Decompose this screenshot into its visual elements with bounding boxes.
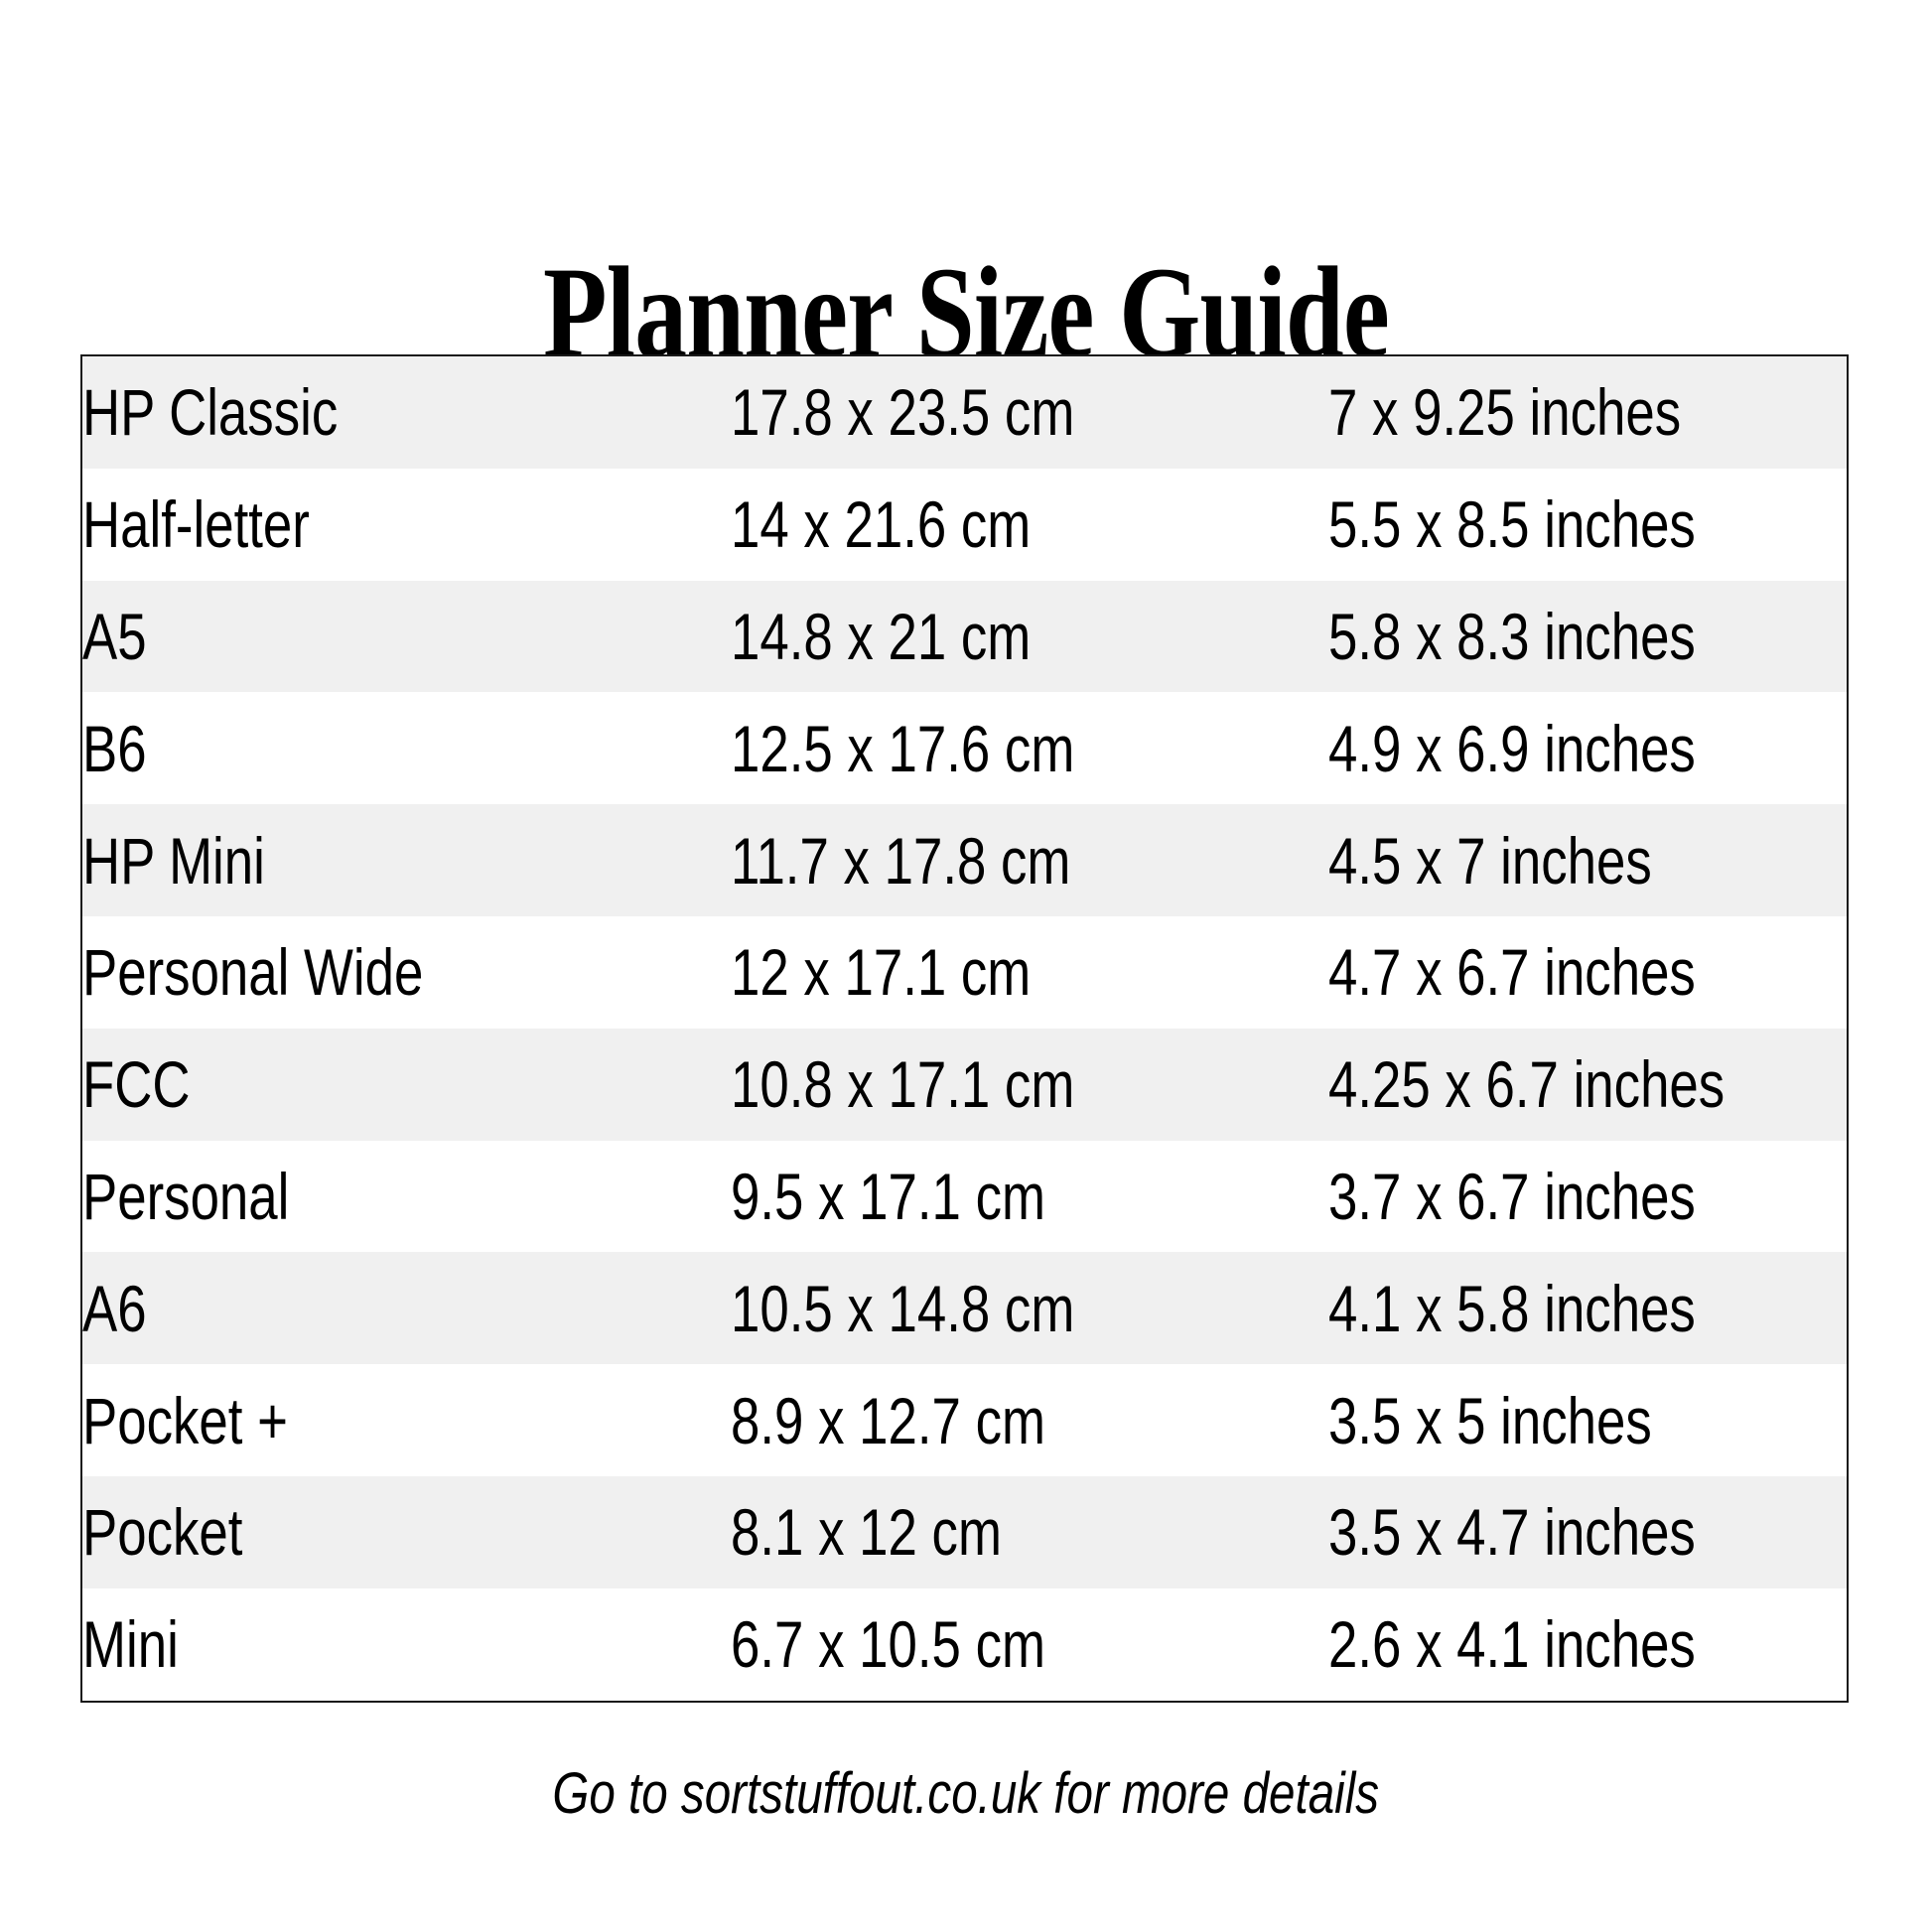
cell-size-name-text: A6 (82, 1271, 147, 1345)
cell-centimetres-text: 11.7 x 17.8 cm (730, 823, 1070, 897)
cell-centimetres: 12 x 17.1 cm (724, 915, 1326, 1029)
cell-size-name-text: A5 (82, 599, 147, 673)
cell-centimetres: 12.5 x 17.6 cm (724, 692, 1326, 805)
cell-inches: 2.6 x 4.1 inches (1325, 1587, 1847, 1701)
cell-centimetres: 14 x 21.6 cm (724, 468, 1326, 581)
cell-size-name: Personal Wide (82, 915, 725, 1029)
cell-size-name: Mini (82, 1587, 725, 1701)
cell-centimetres-text: 12.5 x 17.6 cm (730, 711, 1074, 785)
cell-size-name: Personal (82, 1140, 725, 1253)
cell-centimetres: 9.5 x 17.1 cm (724, 1140, 1326, 1253)
cell-inches-text: 4.7 x 6.7 inches (1327, 935, 1696, 1010)
cell-size-name-text: Mini (82, 1607, 179, 1682)
cell-size-name-text: Pocket (82, 1495, 243, 1570)
cell-centimetres-text: 10.8 x 17.1 cm (730, 1047, 1074, 1122)
cell-size-name-text: Personal Wide (82, 935, 424, 1010)
cell-inches-text: 4.25 x 6.7 inches (1327, 1047, 1725, 1122)
cell-centimetres: 6.7 x 10.5 cm (724, 1587, 1326, 1701)
cell-inches-text: 2.6 x 4.1 inches (1327, 1607, 1696, 1682)
cell-size-name-text: Half-letter (82, 487, 310, 562)
table-row: HP Mini 11.7 x 17.8 cm 4.5 x 7 inches (82, 804, 1847, 916)
table-row: B6 12.5 x 17.6 cm 4.9 x 6.9 inches (82, 692, 1847, 805)
cell-size-name: Pocket (82, 1475, 725, 1588)
cell-size-name: Half-letter (82, 468, 725, 581)
cell-size-name: Pocket + (82, 1364, 725, 1476)
cell-centimetres-text: 6.7 x 10.5 cm (730, 1607, 1045, 1682)
cell-size-name-text: HP Classic (82, 375, 339, 450)
cell-centimetres-text: 14 x 21.6 cm (730, 487, 1031, 562)
table-row: Mini 6.7 x 10.5 cm 2.6 x 4.1 inches (82, 1587, 1847, 1701)
cell-size-name: HP Classic (82, 356, 725, 469)
cell-inches-text: 5.5 x 8.5 inches (1327, 487, 1696, 562)
table-row: FCC 10.8 x 17.1 cm 4.25 x 6.7 inches (82, 1028, 1847, 1141)
cell-inches-text: 7 x 9.25 inches (1327, 375, 1681, 450)
size-table-body: HP Classic 17.8 x 23.5 cm 7 x 9.25 inches H… (82, 356, 1847, 1701)
cell-size-name-text: HP Mini (82, 823, 265, 897)
footer-note: Go to sortstuffout.co.uk for more detail… (0, 1759, 1932, 1829)
cell-size-name: A6 (82, 1252, 725, 1365)
table-row: Personal 9.5 x 17.1 cm 3.7 x 6.7 inches (82, 1140, 1847, 1253)
footer-note-text: Go to sortstuffout.co.uk for more detail… (552, 1761, 1380, 1826)
cell-centimetres: 8.1 x 12 cm (724, 1475, 1326, 1588)
cell-centimetres-text: 10.5 x 14.8 cm (730, 1271, 1074, 1345)
cell-size-name: HP Mini (82, 804, 725, 916)
cell-centimetres: 17.8 x 23.5 cm (724, 356, 1326, 469)
cell-size-name-text: B6 (82, 711, 147, 785)
cell-centimetres-text: 9.5 x 17.1 cm (730, 1159, 1045, 1233)
cell-centimetres-text: 17.8 x 23.5 cm (730, 375, 1074, 450)
cell-inches-text: 3.7 x 6.7 inches (1327, 1159, 1696, 1233)
planner-size-table: HP Classic 17.8 x 23.5 cm 7 x 9.25 inches H… (80, 354, 1849, 1703)
cell-inches: 4.25 x 6.7 inches (1325, 1028, 1847, 1141)
cell-inches: 5.8 x 8.3 inches (1325, 580, 1847, 693)
cell-inches: 4.1 x 5.8 inches (1325, 1252, 1847, 1365)
cell-centimetres-text: 12 x 17.1 cm (730, 935, 1031, 1010)
cell-inches: 4.9 x 6.9 inches (1325, 692, 1847, 805)
table-row: Pocket 8.1 x 12 cm 3.5 x 4.7 inches (82, 1475, 1847, 1588)
cell-inches-text: 5.8 x 8.3 inches (1327, 599, 1696, 673)
cell-inches: 4.7 x 6.7 inches (1325, 915, 1847, 1029)
cell-inches-text: 4.1 x 5.8 inches (1327, 1271, 1696, 1345)
cell-centimetres-text: 8.9 x 12.7 cm (730, 1383, 1045, 1457)
table-row: HP Classic 17.8 x 23.5 cm 7 x 9.25 inches (82, 356, 1847, 469)
cell-inches: 5.5 x 8.5 inches (1325, 468, 1847, 581)
size-table-element: HP Classic 17.8 x 23.5 cm 7 x 9.25 inches H… (82, 356, 1847, 1701)
cell-centimetres: 11.7 x 17.8 cm (724, 804, 1326, 916)
table-row: A5 14.8 x 21 cm 5.8 x 8.3 inches (82, 580, 1847, 693)
cell-size-name: A5 (82, 580, 725, 693)
cell-size-name-text: FCC (82, 1047, 191, 1122)
cell-centimetres-text: 8.1 x 12 cm (730, 1495, 1002, 1570)
cell-inches: 3.5 x 4.7 inches (1325, 1475, 1847, 1588)
table-row: Personal Wide 12 x 17.1 cm 4.7 x 6.7 inche… (82, 915, 1847, 1029)
cell-inches: 3.7 x 6.7 inches (1325, 1140, 1847, 1253)
cell-inches: 3.5 x 5 inches (1325, 1364, 1847, 1476)
cell-centimetres: 10.8 x 17.1 cm (724, 1028, 1326, 1141)
cell-inches-text: 4.9 x 6.9 inches (1327, 711, 1696, 785)
table-row: A6 10.5 x 14.8 cm 4.1 x 5.8 inches (82, 1252, 1847, 1365)
table-row: Half-letter 14 x 21.6 cm 5.5 x 8.5 inches (82, 468, 1847, 581)
cell-inches: 7 x 9.25 inches (1325, 356, 1847, 469)
cell-centimetres: 8.9 x 12.7 cm (724, 1364, 1326, 1476)
cell-size-name-text: Personal (82, 1159, 290, 1233)
cell-inches-text: 3.5 x 5 inches (1327, 1383, 1652, 1457)
cell-size-name: B6 (82, 692, 725, 805)
cell-inches-text: 3.5 x 4.7 inches (1327, 1495, 1696, 1570)
table-row: Pocket + 8.9 x 12.7 cm 3.5 x 5 inches (82, 1364, 1847, 1476)
cell-inches: 4.5 x 7 inches (1325, 804, 1847, 916)
cell-centimetres: 14.8 x 21 cm (724, 580, 1326, 693)
cell-size-name-text: Pocket + (82, 1383, 288, 1457)
cell-size-name: FCC (82, 1028, 725, 1141)
cell-inches-text: 4.5 x 7 inches (1327, 823, 1652, 897)
cell-centimetres: 10.5 x 14.8 cm (724, 1252, 1326, 1365)
cell-centimetres-text: 14.8 x 21 cm (730, 599, 1031, 673)
